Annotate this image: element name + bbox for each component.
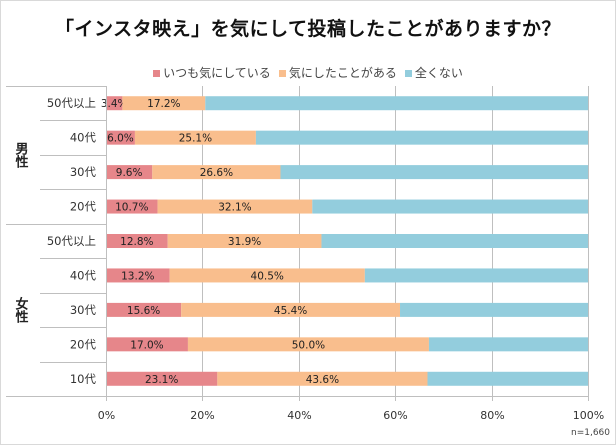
category-label: 50代以上 — [47, 96, 96, 110]
legend-item: 気にしたことがある — [278, 64, 397, 81]
bar-segment — [280, 165, 588, 180]
data-label: 17.2% — [147, 98, 180, 110]
legend-label: いつも気にしている — [163, 66, 271, 80]
data-label: 12.8% — [120, 236, 153, 248]
data-label: 9.6% — [116, 167, 143, 179]
category-label: 30代 — [70, 303, 97, 317]
bar-segment — [217, 371, 428, 386]
bar-segment — [134, 130, 256, 145]
x-tick-label: 20% — [190, 409, 214, 422]
bar-segment — [106, 371, 218, 386]
data-label: 23.1% — [145, 374, 178, 386]
data-label: 17.0% — [130, 339, 163, 351]
bar-segment — [400, 302, 588, 317]
legend-item: いつも気にしている — [153, 64, 271, 81]
bar-segment — [321, 234, 588, 248]
category-label: 20代 — [70, 337, 97, 351]
bar-segment — [106, 130, 135, 145]
bar-segment — [106, 268, 170, 283]
group-label: 女性 — [13, 296, 29, 323]
data-label: 43.6% — [306, 374, 339, 386]
bar-segment — [187, 337, 429, 352]
legend-item: 全くない — [404, 64, 463, 81]
bar-segment — [428, 337, 588, 352]
data-label: 50.0% — [292, 339, 325, 351]
x-tick-label: 80% — [480, 409, 504, 422]
bar-segment — [427, 371, 588, 386]
group-label: 男性 — [13, 142, 29, 168]
bar-segment — [157, 199, 313, 214]
bar-segment — [106, 234, 168, 248]
bar-segment — [169, 268, 365, 283]
bar-segment — [106, 302, 182, 317]
data-label: 10.7% — [115, 202, 148, 214]
category-label: 10代 — [70, 372, 97, 386]
data-label: 25.1% — [179, 133, 212, 145]
category-label: 20代 — [70, 200, 97, 214]
data-label: 26.6% — [200, 167, 233, 179]
bar-segment — [205, 96, 589, 111]
data-label: 13.2% — [121, 270, 154, 282]
sample-size-note: n=1,660 — [570, 428, 610, 438]
bar-segment — [181, 302, 401, 317]
data-label: 3.4% — [101, 98, 128, 110]
category-label: 30代 — [70, 165, 97, 179]
data-label: 6.0% — [107, 133, 134, 145]
data-label: 31.9% — [228, 236, 261, 248]
category-label: 50代以上 — [47, 234, 96, 248]
bar-segment — [106, 96, 123, 111]
data-label: 40.5% — [251, 270, 284, 282]
bar-segment — [167, 234, 322, 248]
bar-segment — [122, 96, 206, 111]
bar-segment — [106, 199, 158, 214]
legend-label: 全くない — [414, 66, 463, 80]
data-label: 32.1% — [218, 202, 251, 214]
category-label: 40代 — [70, 131, 97, 145]
chart-title: 「インスタ映え」を気にして投稿したことがありますか？ — [54, 18, 562, 40]
x-tick-label: 60% — [383, 409, 407, 422]
legend-swatch — [404, 70, 412, 77]
x-tick-label: 0% — [98, 409, 115, 422]
bar-segment — [364, 268, 588, 283]
x-tick-label: 100% — [573, 409, 604, 422]
bar-segment — [106, 337, 188, 352]
x-tick-label: 40% — [287, 409, 311, 422]
bar-segment — [152, 165, 281, 180]
legend-swatch — [153, 70, 161, 77]
category-label: 40代 — [70, 268, 97, 282]
data-label: 45.4% — [274, 305, 307, 317]
legend-label: 気にしたことがある — [288, 66, 397, 80]
bar-segment — [106, 165, 153, 180]
data-label: 15.6% — [127, 305, 160, 317]
legend-swatch — [278, 70, 286, 77]
bar-segment — [255, 130, 589, 145]
legend: いつも気にしている 気にしたことがある 全くない — [0, 64, 616, 81]
bar-segment — [312, 199, 588, 214]
